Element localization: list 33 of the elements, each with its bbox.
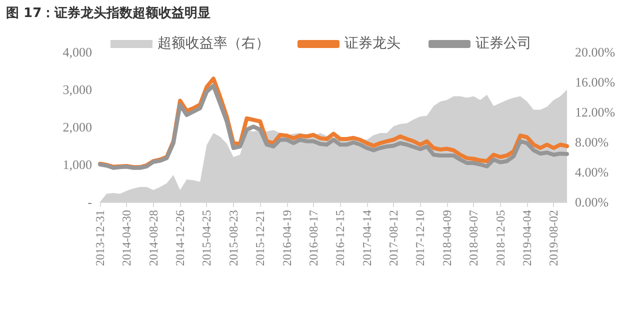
x-tick-label: 2015-08-23 [226,210,240,266]
x-tick-label: 2013-12-31 [93,210,107,266]
legend-label: 证券公司 [476,36,532,52]
y2-tick-label: 16.00% [575,74,616,90]
x-tick-label: 2014-08-28 [146,210,160,266]
x-tick-label: 2019-04-04 [520,210,534,266]
x-tick-label: 2018-12-05 [493,210,508,266]
chart-title: 图 17：证券龙头指数超额收益明显 [6,4,211,22]
x-tick-label: 2017-08-12 [386,210,401,266]
y-tick-label: 4,000 [62,44,92,60]
x-tick-label: 2017-12-10 [413,210,428,266]
x-tick-label: 2016-04-19 [280,210,294,266]
y-tick-label: 2,000 [62,120,92,134]
y2-tick-label: 4.00% [575,164,609,180]
y2-tick-label: 20.00% [575,44,616,60]
x-tick-label: 2017-04-14 [360,210,374,266]
x-tick-label: 2015-04-25 [200,210,214,266]
y2-tick-label: 0.00% [575,194,609,210]
legend-label: 超额收益率（右） [158,36,270,52]
x-tick-label: 2014-12-26 [173,210,188,266]
y2-tick-label: 8.00% [575,134,609,150]
y2-tick-label: 12.00% [575,104,616,120]
y-tick-label: 1,000 [62,157,92,172]
x-tick-label: 2018-04-09 [440,210,454,266]
x-tick-label: 2016-12-15 [333,210,348,266]
y-tick-label: 3,000 [62,82,92,97]
x-tick-label: 2019-08-02 [546,210,561,266]
x-tick-label: 2014-04-30 [120,210,134,266]
legend-label: 证券龙头 [344,36,400,52]
y-tick-label: - [88,194,92,210]
x-tick-label: 2015-12-21 [253,210,268,266]
x-tick-label: 2016-08-17 [306,210,320,266]
x-tick-label: 2018-08-07 [466,210,481,266]
